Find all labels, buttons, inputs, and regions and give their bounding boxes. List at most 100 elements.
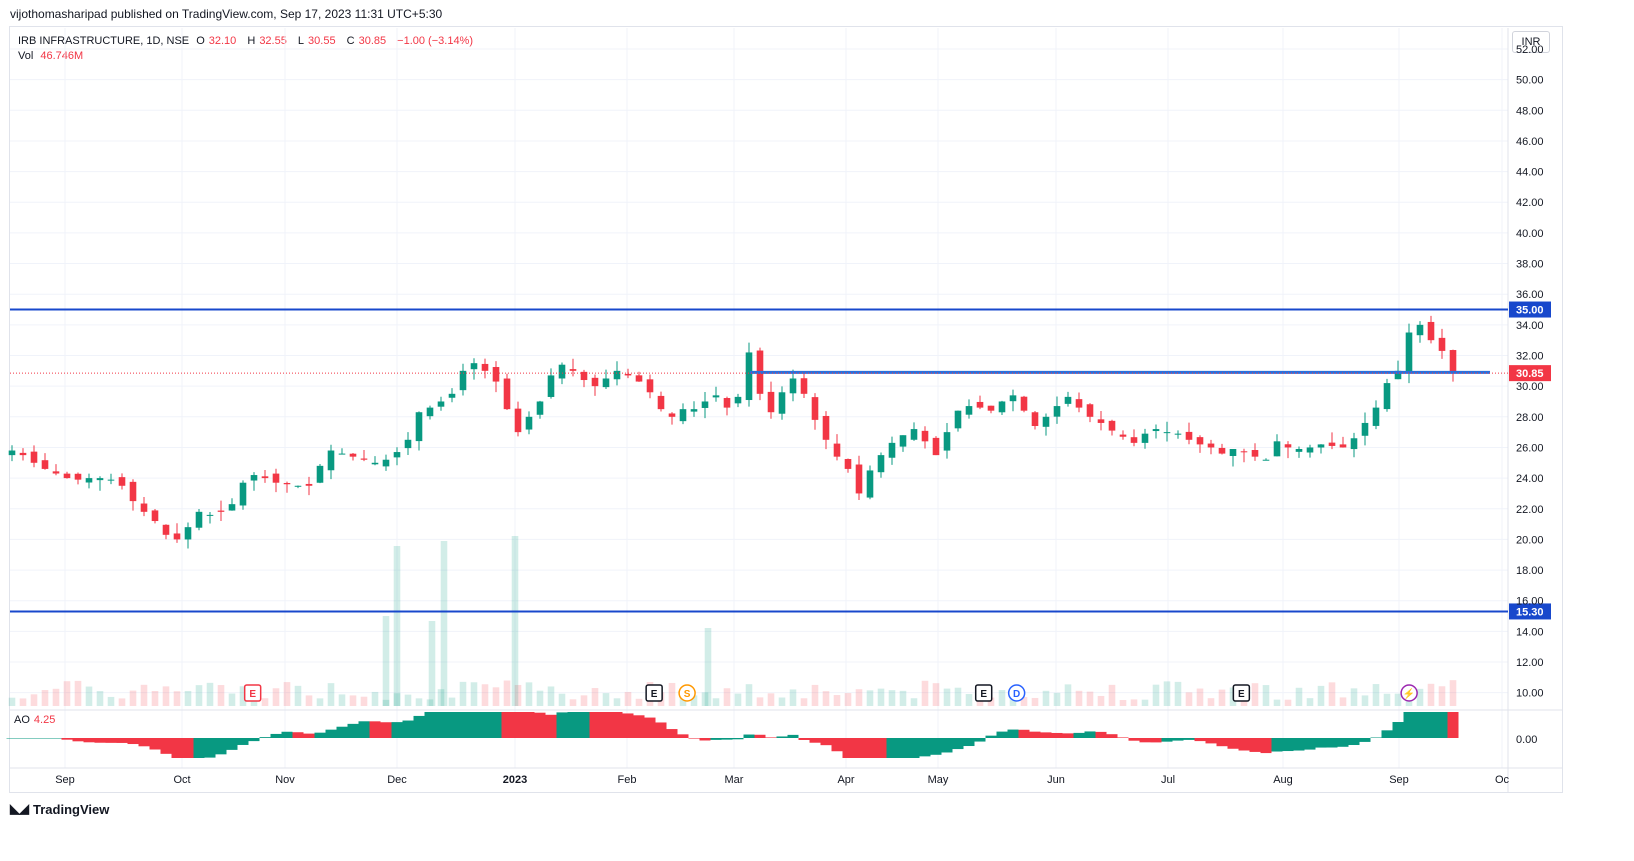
candle-body — [1141, 433, 1149, 443]
ao-bar — [1161, 738, 1173, 742]
volume-bar — [844, 693, 852, 706]
ao-bar — [1370, 737, 1382, 738]
ao-bar — [842, 738, 854, 758]
volume-bar — [129, 690, 137, 706]
ao-bar — [1117, 737, 1129, 738]
ao-bar — [534, 712, 546, 738]
chart-legend: IRB INFRASTRUCTURE, 1D, NSE O 32.10 H 32.5… — [18, 34, 477, 64]
ao-bar — [380, 722, 392, 738]
candle-body — [921, 430, 929, 442]
volume-bar — [316, 698, 324, 706]
candle-body — [1262, 459, 1270, 461]
ao-bar — [655, 722, 667, 738]
volume-bar — [272, 688, 280, 706]
candle-body — [1240, 451, 1248, 453]
ao-bar — [1216, 738, 1228, 747]
ao-legend[interactable]: AO 4.25 — [14, 714, 55, 726]
ao-bar — [567, 712, 579, 738]
volume-bar — [943, 688, 951, 706]
symbol-title[interactable]: IRB INFRASTRUCTURE, 1D, NSE — [18, 35, 190, 47]
volume-bar — [877, 688, 885, 706]
volume-bar — [613, 698, 621, 706]
candle-body — [811, 397, 819, 420]
candle-body — [52, 471, 60, 474]
price-tick-label: 28.00 — [1516, 412, 1544, 424]
volume-bar — [151, 690, 159, 706]
candle-body — [976, 401, 984, 408]
candle-body — [305, 483, 313, 486]
candle-body — [1273, 441, 1281, 457]
ao-bar — [1348, 738, 1360, 746]
ao-bar — [1084, 731, 1096, 738]
time-tick-label: Nov — [275, 774, 295, 786]
event-marker-label: E — [651, 689, 658, 700]
volume-bar — [63, 681, 71, 706]
candle-body — [1317, 444, 1325, 448]
volume-bar — [888, 690, 896, 706]
open-value: 32.10 — [208, 35, 237, 47]
candle-body — [470, 363, 478, 370]
price-axis[interactable]: 52.00 50.00 48.00 46.00 44.00 42.00 40.00 38.00… — [1516, 44, 1544, 746]
volume-label[interactable]: Vol — [18, 50, 34, 62]
candle-body — [503, 378, 511, 410]
horizontal-lines[interactable]: 35.00 15.30 30.85 — [10, 301, 1551, 620]
time-axis[interactable]: Sep Oct Nov Dec 2023 Feb Mar Apr May Jun Jul Aug Sep… — [55, 774, 1509, 786]
volume-bar — [173, 691, 181, 706]
volume-bar — [404, 694, 412, 706]
candle-body — [657, 395, 665, 410]
volume-bar — [690, 695, 698, 706]
volume-bar — [1339, 697, 1347, 706]
ao-bar — [1139, 738, 1151, 743]
candle-body — [1075, 399, 1083, 408]
price-tick-label: 44.00 — [1516, 167, 1544, 179]
last-price-label: 30.85 — [1516, 368, 1544, 380]
candle-body — [525, 416, 533, 430]
candle-body — [426, 407, 434, 417]
ao-bar — [501, 712, 513, 738]
ao-bar — [1414, 712, 1426, 738]
ao-bar — [820, 738, 832, 746]
candle-body — [393, 452, 401, 458]
ao-bar — [875, 738, 887, 758]
candle-body — [349, 453, 357, 457]
candle-body — [415, 412, 423, 442]
volume-bar — [1042, 690, 1050, 706]
ao-label: AO — [14, 714, 30, 726]
tradingview-logo[interactable]: ◣◢ TradingView — [10, 801, 109, 817]
volume-bar — [745, 684, 753, 706]
candle-body — [283, 482, 291, 485]
currency-button[interactable]: INR — [1512, 31, 1550, 53]
price-tick-label: 22.00 — [1516, 504, 1544, 516]
ao-bar — [1271, 738, 1283, 752]
volume-spike — [440, 541, 448, 706]
price-tick-label: 16.00 — [1516, 596, 1544, 608]
volume-bar — [294, 685, 302, 706]
ao-histogram — [6, 712, 1459, 758]
event-marker-label: S — [684, 689, 691, 700]
candle-body — [272, 473, 280, 483]
volume-bar — [1207, 698, 1215, 706]
ao-bar — [1073, 732, 1085, 738]
ao-bar — [1304, 738, 1316, 750]
level-price-tag — [1509, 603, 1551, 620]
event-markers[interactable]: E E S E D E ⚡ — [243, 684, 1418, 702]
volume-bar — [514, 684, 522, 706]
candle-body — [591, 377, 599, 387]
volume-bar — [52, 688, 60, 706]
ao-bar — [1095, 731, 1107, 738]
candle-body — [1152, 429, 1160, 432]
ao-bar — [996, 731, 1008, 738]
ao-bar — [1293, 738, 1305, 751]
low-value: 30.55 — [308, 35, 336, 47]
ao-bar — [72, 738, 84, 742]
ao-bar — [292, 732, 304, 738]
volume-bar — [1086, 691, 1094, 706]
event-marker-circle — [1007, 684, 1026, 702]
volume-bar — [1438, 686, 1446, 706]
volume-bar — [701, 692, 709, 706]
ao-bar — [204, 738, 216, 758]
volume-bar — [811, 684, 819, 706]
volume-bar — [118, 698, 126, 706]
ao-bar — [809, 738, 821, 743]
